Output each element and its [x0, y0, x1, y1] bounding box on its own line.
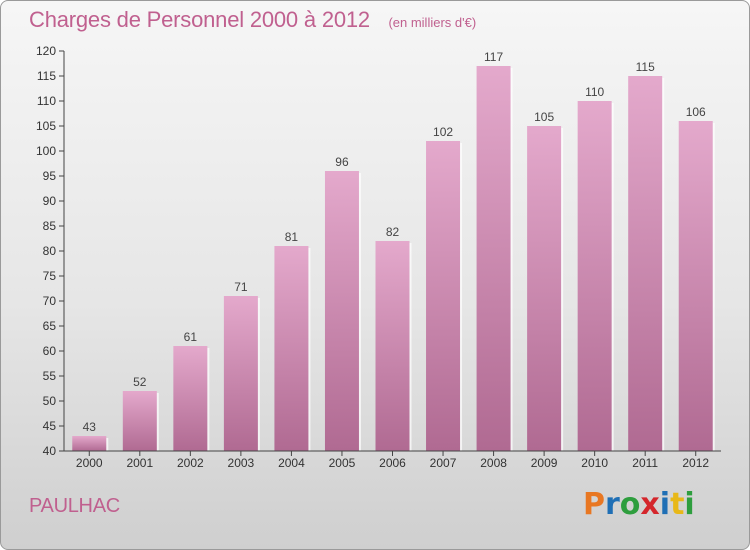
x-tick-label: 2001	[126, 456, 153, 470]
x-tick-label: 2002	[177, 456, 204, 470]
y-tick-label: 100	[36, 144, 56, 158]
data-label: 117	[484, 50, 503, 64]
data-label: 110	[585, 85, 604, 99]
chart-subtitle: (en milliers d'€)	[388, 15, 477, 30]
data-label: 43	[83, 420, 97, 434]
y-tick-label: 115	[37, 69, 56, 83]
x-tick-label: 2000	[76, 456, 103, 470]
x-tick-label: 2011	[632, 456, 658, 470]
commune-name: PAULHAC	[29, 495, 120, 517]
x-tick-label: 2012	[682, 456, 709, 470]
logo-letter: i	[684, 487, 695, 522]
x-tick-label: 2007	[430, 456, 457, 470]
bar	[527, 126, 562, 451]
data-label: 81	[285, 230, 299, 244]
y-tick-label: 70	[43, 294, 57, 308]
x-tick-label: 2009	[531, 456, 558, 470]
data-label: 102	[433, 125, 453, 139]
data-label: 115	[636, 60, 655, 74]
logo-letter: P	[583, 487, 605, 522]
x-tick-label: 2010	[581, 456, 608, 470]
bar	[122, 391, 157, 451]
bar	[274, 246, 309, 451]
y-tick-label: 40	[43, 444, 57, 458]
y-tick-label: 60	[43, 344, 57, 358]
bar	[426, 141, 461, 451]
bar	[324, 171, 359, 451]
logo-letter: t	[670, 487, 685, 522]
data-label: 82	[386, 225, 400, 239]
y-tick-label: 120	[36, 44, 56, 58]
data-label: 52	[133, 375, 147, 389]
y-tick-label: 110	[37, 94, 56, 108]
y-tick-label: 95	[43, 169, 57, 183]
logo-letter: o	[619, 487, 641, 522]
bar	[223, 296, 258, 451]
data-label: 61	[184, 330, 198, 344]
bar	[678, 121, 713, 451]
logo-letter: r	[605, 487, 620, 522]
x-tick-label: 2003	[228, 456, 255, 470]
bar	[577, 101, 612, 451]
bar	[476, 66, 511, 451]
x-tick-label: 2004	[278, 456, 305, 470]
data-label: 71	[234, 280, 248, 294]
y-tick-label: 45	[43, 419, 57, 433]
y-tick-label: 65	[43, 319, 57, 333]
bar	[628, 76, 663, 451]
y-tick-label: 90	[43, 194, 57, 208]
data-label: 96	[335, 155, 349, 169]
y-tick-label: 50	[43, 394, 57, 408]
y-tick-label: 85	[43, 219, 57, 233]
y-tick-label: 55	[43, 369, 57, 383]
bar	[72, 436, 107, 451]
x-tick-label: 2005	[329, 456, 356, 470]
data-label: 106	[686, 105, 706, 119]
x-tick-label: 2008	[480, 456, 507, 470]
proxiti-logo[interactable]: Proxiti	[583, 487, 695, 522]
title-row: Charges de Personnel 2000 à 2012 (en mil…	[29, 7, 476, 33]
bar	[173, 346, 208, 451]
y-tick-label: 80	[43, 244, 57, 258]
x-tick-label: 2006	[379, 456, 406, 470]
logo-letter: x	[640, 487, 660, 522]
y-tick-label: 105	[36, 119, 56, 133]
data-label: 105	[534, 110, 554, 124]
chart-title: Charges de Personnel 2000 à 2012	[29, 7, 370, 32]
y-tick-label: 75	[43, 269, 57, 283]
logo-letter: i	[659, 487, 671, 522]
bar	[375, 241, 410, 451]
